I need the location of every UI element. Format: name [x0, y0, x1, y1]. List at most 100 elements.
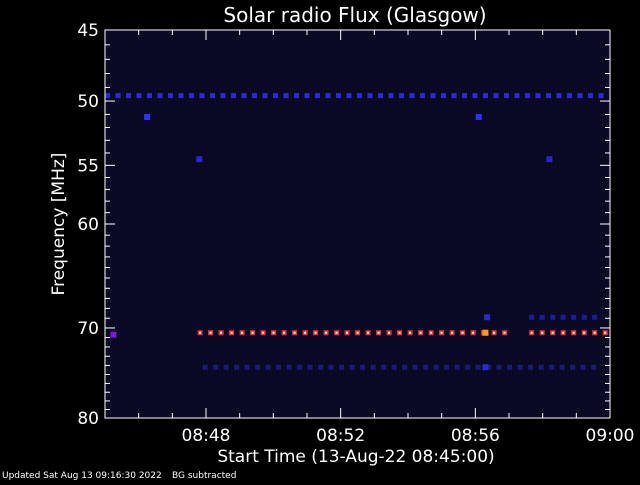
- x-tick-label: 08:52: [316, 426, 365, 446]
- band-0-segment: [210, 93, 215, 99]
- background-column: [165, 30, 166, 418]
- data-marks: [105, 93, 608, 371]
- hot-spot: [482, 364, 489, 371]
- background-column: [129, 30, 130, 418]
- band-2-segment: [570, 364, 576, 370]
- background-column: [489, 30, 490, 418]
- band-0-segment: [325, 93, 331, 99]
- background-column: [457, 30, 458, 418]
- x-tick-label: 08:48: [182, 426, 231, 446]
- background-column: [225, 30, 226, 418]
- band-1-core: [335, 331, 338, 334]
- band-2-segment: [370, 364, 376, 370]
- band-0-segment: [462, 93, 467, 99]
- hot-spot: [144, 114, 151, 121]
- background-column: [577, 30, 578, 418]
- chart-title: Solar radio Flux (Glasgow): [223, 3, 486, 27]
- background-column: [541, 30, 542, 418]
- band-1-core: [241, 331, 244, 334]
- background-column: [529, 30, 530, 418]
- background-column: [509, 30, 510, 418]
- background-column: [537, 30, 538, 418]
- band-0-segment: [304, 93, 310, 99]
- background-column: [161, 30, 162, 418]
- band-0-segment: [598, 93, 604, 99]
- band-0-segment: [262, 93, 268, 99]
- band-2-segment: [412, 364, 418, 370]
- background-column: [465, 30, 466, 418]
- band-2-segment: [307, 364, 313, 370]
- band-0-segment: [199, 93, 205, 99]
- band-1-core: [293, 331, 296, 334]
- background-column: [517, 30, 518, 418]
- band-1-core: [388, 331, 391, 334]
- background-column: [189, 30, 190, 418]
- background-column: [593, 30, 594, 418]
- hot-spot: [475, 114, 482, 121]
- band-0-segment: [283, 93, 289, 99]
- band-0-segment: [294, 93, 299, 99]
- background-column: [365, 30, 366, 418]
- band-1-core: [530, 331, 533, 334]
- background-column: [173, 30, 174, 418]
- background-column: [381, 30, 382, 418]
- x-tick-label: 09:00: [586, 426, 635, 446]
- background-column: [473, 30, 474, 418]
- band-1-core: [541, 331, 544, 334]
- band-2-segment: [255, 364, 261, 370]
- band-1-core: [461, 331, 464, 334]
- band-3-segment: [550, 314, 556, 320]
- background-column: [409, 30, 410, 418]
- background-column: [545, 30, 546, 418]
- band-2-segment: [559, 364, 565, 370]
- hot-spot: [546, 156, 553, 163]
- band-2-segment: [454, 364, 460, 370]
- background-column: [433, 30, 434, 418]
- background-column: [429, 30, 430, 418]
- background-column: [233, 30, 234, 418]
- background-column: [353, 30, 354, 418]
- band-0-segment: [115, 93, 121, 99]
- background-column: [385, 30, 386, 418]
- band-1-core: [398, 331, 401, 334]
- background-column: [549, 30, 550, 418]
- background-column: [205, 30, 206, 418]
- background-column: [289, 30, 290, 418]
- band-0-segment: [577, 93, 583, 99]
- band-1-core: [272, 331, 275, 334]
- background-column: [533, 30, 534, 418]
- band-0-segment: [430, 93, 436, 99]
- footer-note: BG subtracted: [172, 471, 236, 480]
- band-1-core: [220, 331, 223, 334]
- band-2-segment: [265, 364, 271, 370]
- background-column: [177, 30, 178, 418]
- background-column: [597, 30, 598, 418]
- background-column: [329, 30, 330, 418]
- background-column: [257, 30, 258, 418]
- background-column: [557, 30, 558, 418]
- band-0-segment: [441, 93, 446, 99]
- band-0-segment: [105, 93, 110, 99]
- background-column: [401, 30, 402, 418]
- band-0-segment: [451, 93, 457, 99]
- band-0-segment: [178, 93, 184, 99]
- y-tick-label: 80: [77, 409, 99, 429]
- band-2-segment: [486, 364, 492, 370]
- band-0-segment: [525, 93, 530, 99]
- hot-spot: [482, 329, 489, 336]
- band-2-segment: [549, 364, 555, 370]
- background-column: [357, 30, 358, 418]
- band-0-segment: [189, 93, 194, 99]
- band-0-segment: [399, 93, 404, 99]
- background-column: [361, 30, 362, 418]
- band-2-segment: [318, 364, 324, 370]
- background-column: [425, 30, 426, 418]
- band-2-segment: [244, 364, 250, 370]
- band-0-segment: [241, 93, 247, 99]
- background-column: [121, 30, 122, 418]
- background-column: [241, 30, 242, 418]
- hot-spot: [196, 156, 203, 163]
- background-column: [565, 30, 566, 418]
- band-1-core: [314, 331, 317, 334]
